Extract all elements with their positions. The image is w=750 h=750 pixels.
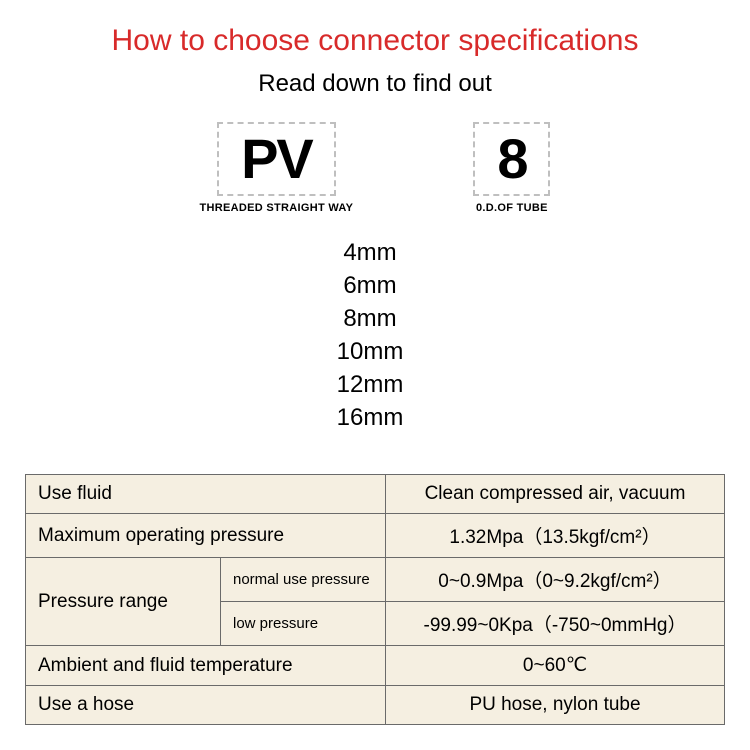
max-pressure-label: Maximum operating pressure (26, 514, 386, 558)
table-row: Ambient and fluid temperature 0~60℃ (26, 646, 725, 686)
size-item: 12mm (270, 368, 470, 401)
table-row: Use fluid Clean compressed air, vacuum (26, 475, 725, 514)
pressure-range-label: Pressure range (26, 558, 221, 646)
code-left-label: THREADED STRAIGHT WAY (200, 202, 354, 214)
code-right-box: 8 (473, 122, 550, 196)
hose-label: Use a hose (26, 686, 386, 725)
table-row: Use a hose PU hose, nylon tube (26, 686, 725, 725)
use-fluid-value: Clean compressed air, vacuum (386, 475, 725, 514)
low-pressure-label: low pressure (221, 602, 386, 646)
code-row: PV THREADED STRAIGHT WAY 8 0.D.OF TUBE (0, 122, 750, 214)
temperature-label: Ambient and fluid temperature (26, 646, 386, 686)
page-subtitle: Read down to find out (0, 70, 750, 98)
code-right-label: 0.D.OF TUBE (476, 202, 548, 214)
max-pressure-value: 1.32Mpa（13.5kgf/cm²） (386, 514, 725, 558)
spec-table: Use fluid Clean compressed air, vacuum M… (25, 474, 725, 725)
table-row: Pressure range normal use pressure 0~0.9… (26, 558, 725, 602)
temperature-value: 0~60℃ (386, 646, 725, 686)
normal-pressure-label: normal use pressure (221, 558, 386, 602)
code-left-column: PV THREADED STRAIGHT WAY (200, 122, 354, 214)
size-item: 10mm (270, 335, 470, 368)
size-item: 4mm (270, 236, 470, 269)
normal-pressure-value: 0~0.9Mpa（0~9.2kgf/cm²） (386, 558, 725, 602)
size-item: 8mm (270, 302, 470, 335)
hose-value: PU hose, nylon tube (386, 686, 725, 725)
use-fluid-label: Use fluid (26, 475, 386, 514)
size-item: 6mm (270, 269, 470, 302)
table-row: Maximum operating pressure 1.32Mpa（13.5k… (26, 514, 725, 558)
size-item: 16mm (270, 401, 470, 434)
low-pressure-value: -99.99~0Kpa（-750~0mmHg） (386, 602, 725, 646)
code-right-column: 8 0.D.OF TUBE (473, 122, 550, 214)
page-title: How to choose connector specifications (0, 24, 750, 58)
size-list: 4mm 6mm 8mm 10mm 12mm 16mm (270, 236, 470, 435)
code-left-box: PV (217, 122, 336, 196)
header: How to choose connector specifications R… (0, 0, 750, 98)
